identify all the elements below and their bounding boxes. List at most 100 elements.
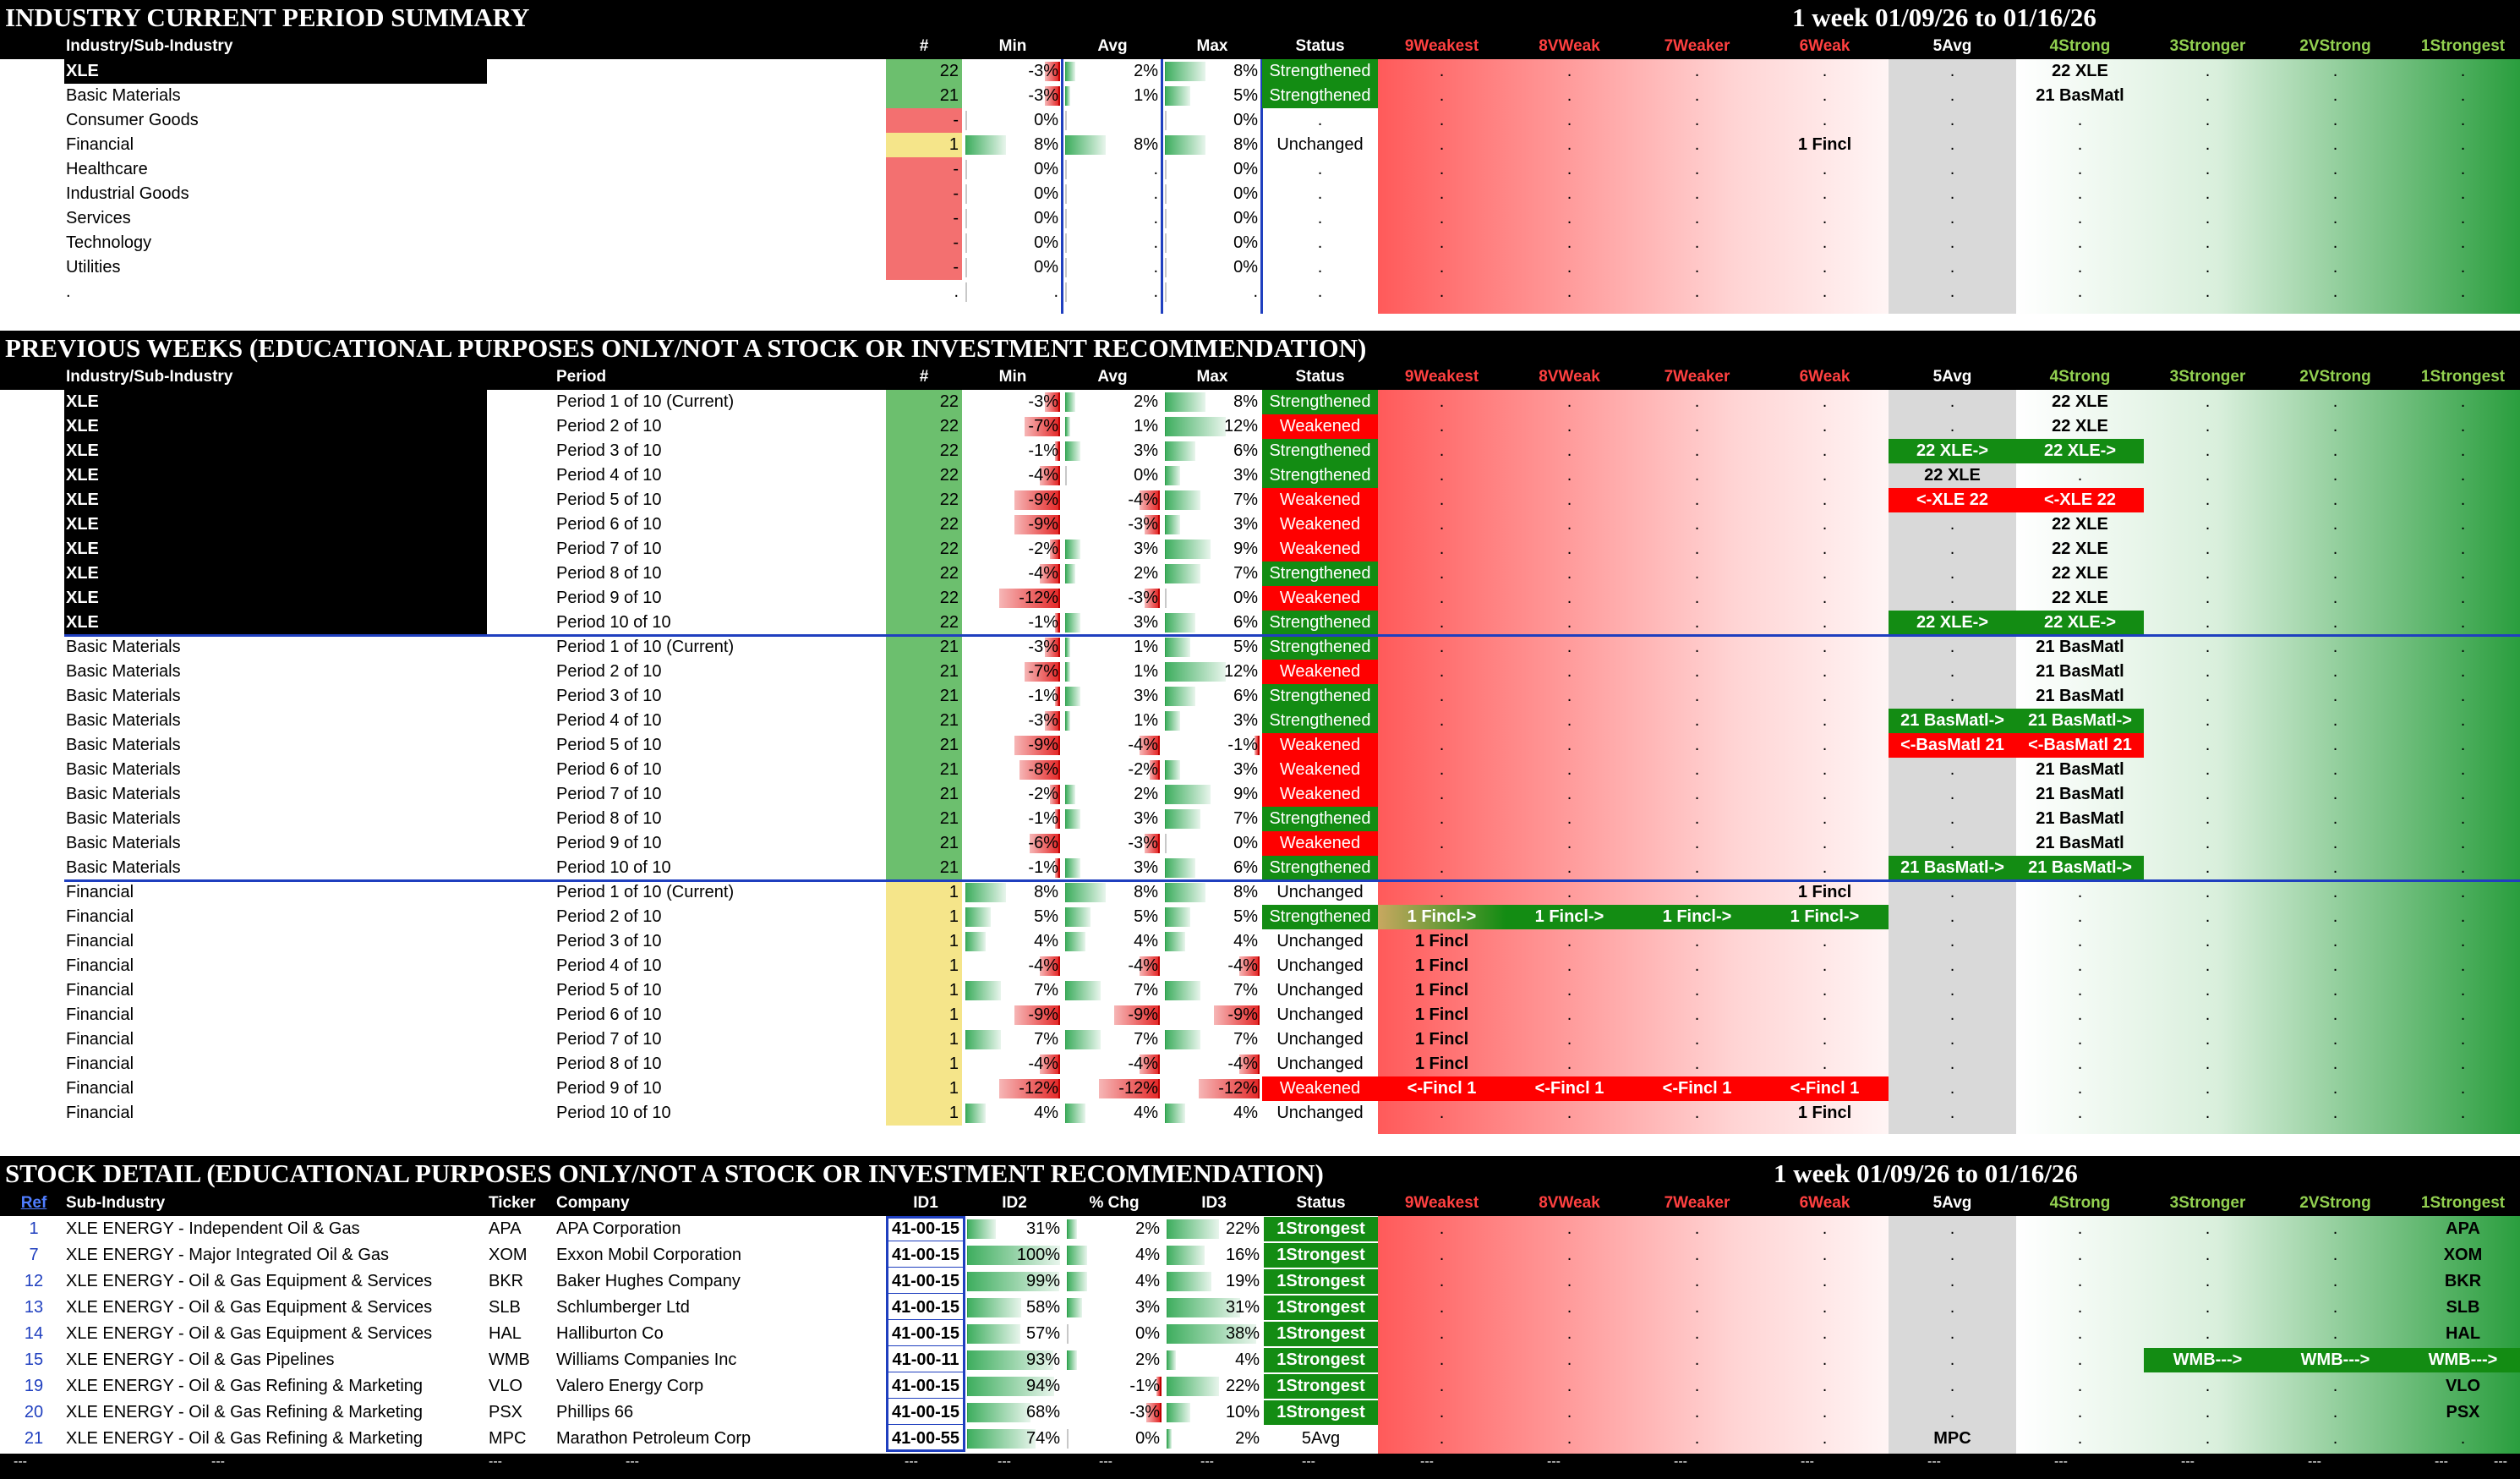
max-value: 12% — [1223, 417, 1258, 435]
industry-name[interactable]: Financial — [66, 883, 134, 901]
industry-name[interactable]: Healthcare — [66, 160, 148, 178]
max-bar — [1165, 135, 1205, 155]
company-name: Exxon Mobil Corporation — [556, 1246, 741, 1264]
band-cell: . — [1949, 589, 1955, 607]
industry-name[interactable]: XLE — [66, 589, 99, 607]
band-cell: . — [1822, 1030, 1828, 1049]
industry-name[interactable]: XLE — [66, 62, 99, 80]
industry-name[interactable]: Basic Materials — [66, 858, 181, 877]
footer-dash: --- — [1099, 1454, 1112, 1469]
max-bar — [1165, 62, 1205, 81]
id2-bar — [967, 1324, 1020, 1344]
industry-name[interactable]: Financial — [66, 907, 134, 926]
band-cell: . — [2077, 233, 2083, 252]
industry-name[interactable]: XLE — [66, 515, 99, 534]
ticker[interactable]: XOM — [489, 1246, 528, 1264]
period-label: Period 6 of 10 — [556, 760, 662, 779]
footer-dash: --- — [1200, 1454, 1214, 1469]
ticker[interactable]: APA — [489, 1219, 522, 1238]
ref-link[interactable]: 14 — [24, 1324, 44, 1343]
max-bar — [1199, 1079, 1260, 1098]
ticker[interactable]: BKR — [489, 1272, 524, 1290]
industry-name[interactable]: XLE — [66, 417, 99, 435]
ticker[interactable]: WMB — [489, 1350, 530, 1369]
band-cell: . — [2460, 111, 2466, 129]
industry-name[interactable]: XLE — [66, 392, 99, 411]
ticker[interactable]: PSX — [489, 1403, 523, 1421]
band-cell: . — [1822, 1429, 1828, 1448]
ref-link[interactable]: 20 — [24, 1403, 44, 1421]
band-cell: . — [1439, 809, 1445, 828]
industry-name[interactable]: XLE — [66, 441, 99, 460]
industry-name[interactable]: Technology — [66, 233, 152, 252]
industry-name[interactable]: XLE — [66, 613, 99, 632]
industry-name[interactable]: Basic Materials — [66, 736, 181, 754]
band-cell: . — [1694, 233, 1700, 252]
section2-colhdr-bg — [0, 364, 2520, 390]
max-bar — [1165, 785, 1211, 804]
industry-name[interactable]: Financial — [66, 1104, 134, 1122]
industry-name[interactable]: Financial — [66, 1054, 134, 1073]
col-avg: Avg — [1097, 37, 1128, 55]
ref-link[interactable]: 12 — [24, 1272, 44, 1290]
industry-name[interactable]: Services — [66, 209, 131, 227]
industry-name[interactable]: Basic Materials — [66, 760, 181, 779]
ref-link[interactable]: 1 — [29, 1219, 39, 1238]
band-cell: . — [1439, 858, 1445, 877]
band-cell: . — [2205, 184, 2211, 203]
min-bar — [965, 184, 967, 204]
band-cell: . — [2205, 1246, 2211, 1264]
ref-link[interactable]: 15 — [24, 1350, 44, 1369]
industry-name[interactable]: . — [66, 282, 71, 301]
industry-name[interactable]: Financial — [66, 135, 134, 154]
industry-name[interactable]: Financial — [66, 1005, 134, 1024]
industry-name[interactable]: Industrial Goods — [66, 184, 189, 203]
industry-name[interactable]: Basic Materials — [66, 711, 181, 730]
industry-name[interactable]: Basic Materials — [66, 834, 181, 852]
industry-name[interactable]: XLE — [66, 540, 99, 558]
ticker[interactable]: SLB — [489, 1298, 521, 1317]
col-ref[interactable]: Ref — [20, 1194, 47, 1212]
status-cell: 5Avg — [1301, 1429, 1341, 1448]
ticker[interactable]: HAL — [489, 1324, 522, 1343]
industry-name[interactable]: Financial — [66, 956, 134, 975]
industry-name[interactable]: Utilities — [66, 258, 121, 277]
industry-name[interactable]: Basic Materials — [66, 662, 181, 681]
industry-name[interactable]: Basic Materials — [66, 809, 181, 828]
period-label: Period 8 of 10 — [556, 809, 662, 828]
band-header-5avg: 5Avg — [1932, 1194, 1972, 1212]
col-status: Status — [1295, 37, 1345, 55]
industry-name[interactable]: Basic Materials — [66, 86, 181, 105]
period-label: Period 3 of 10 — [556, 687, 662, 705]
band-cell: . — [1566, 956, 1572, 975]
ticker[interactable]: MPC — [489, 1429, 527, 1448]
band-cell: . — [1949, 160, 1955, 178]
industry-name[interactable]: Financial — [66, 1079, 134, 1098]
band-header-9weakest: 9Weakest — [1404, 368, 1479, 386]
industry-name[interactable]: XLE — [66, 490, 99, 509]
band-cell: . — [2332, 589, 2338, 607]
ref-link[interactable]: 21 — [24, 1429, 44, 1448]
band-cell: 21 BasMatl — [2036, 809, 2124, 828]
ref-link[interactable]: 13 — [24, 1298, 44, 1317]
band-cell: . — [1949, 392, 1955, 411]
industry-name[interactable]: Financial — [66, 932, 134, 950]
industry-name[interactable]: Financial — [66, 981, 134, 1000]
count-cell: - — [886, 231, 962, 255]
id2-value: 68% — [1025, 1403, 1060, 1421]
ref-link[interactable]: 7 — [29, 1246, 39, 1264]
ticker[interactable]: VLO — [489, 1377, 523, 1395]
ref-link[interactable]: 19 — [24, 1377, 44, 1395]
industry-name[interactable]: XLE — [66, 564, 99, 583]
industry-name[interactable]: Basic Materials — [66, 785, 181, 803]
band-cell: . — [2460, 638, 2466, 656]
industry-name[interactable]: Basic Materials — [66, 687, 181, 705]
industry-name[interactable]: XLE — [66, 466, 99, 485]
industry-name[interactable]: Basic Materials — [66, 638, 181, 656]
industry-name[interactable]: Financial — [66, 1030, 134, 1049]
band-cell: . — [1694, 981, 1700, 1000]
industry-name[interactable]: Consumer Goods — [66, 111, 199, 129]
avg-value: 4% — [1134, 932, 1158, 950]
count-cell: 22 — [886, 586, 962, 611]
band-cell: . — [1566, 233, 1572, 252]
